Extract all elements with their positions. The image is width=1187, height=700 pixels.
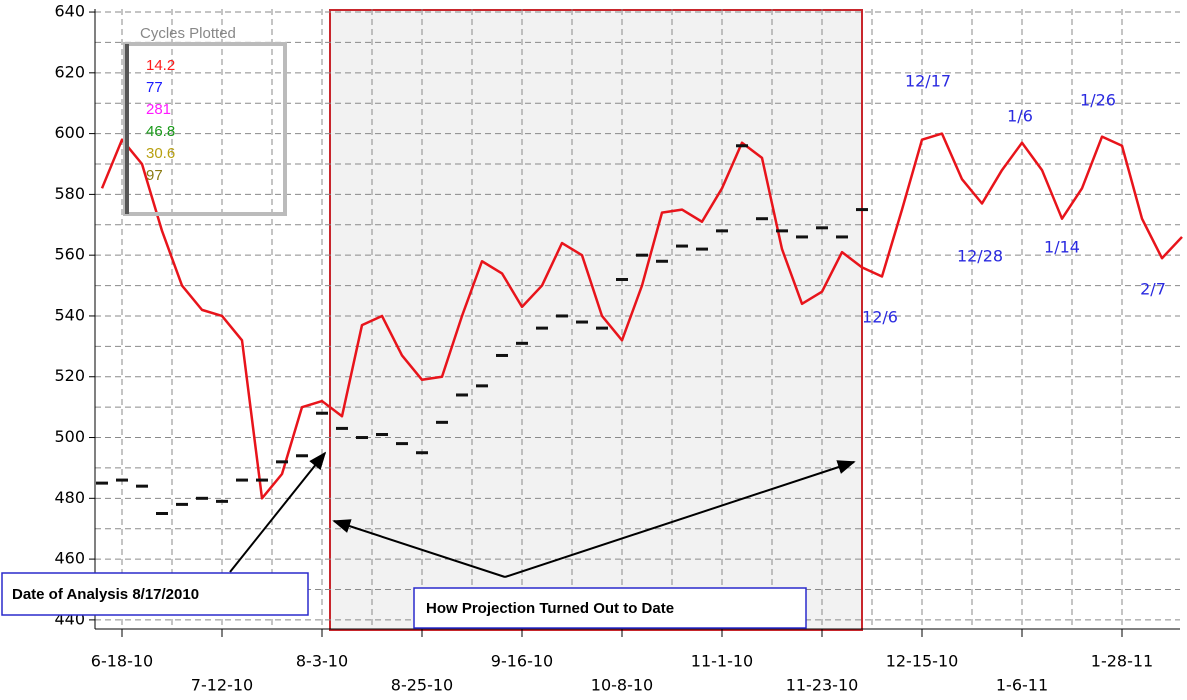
x-tick-label: 8-3-10 — [296, 652, 348, 671]
annotation: 2/7 — [1140, 280, 1166, 299]
legend-entry: 281 — [146, 101, 171, 118]
annotation: 12/6 — [862, 308, 898, 327]
plot: 4404604805005205405605806006206406-18-10… — [54, 2, 1183, 695]
note: How Projection Turned Out to Date — [426, 600, 674, 617]
x-tick-label: 1-6-11 — [996, 676, 1048, 695]
y-tick-label: 500 — [54, 427, 85, 446]
overlay: Date of Analysis 8/17/2010 How Projectio… — [1, 25, 1166, 629]
x-tick-label: 8-25-10 — [391, 676, 453, 695]
cycle-line — [100, 132, 1183, 500]
y-tick-label: 460 — [54, 549, 85, 568]
y-tick-label: 540 — [54, 305, 85, 324]
projection-region — [329, 9, 863, 631]
y-tick-label: 580 — [54, 184, 85, 203]
annotation: 12/28 — [957, 247, 1003, 266]
x-tick-label: 6-18-10 — [91, 652, 153, 671]
legend-entry: 30.6 — [146, 145, 175, 162]
y-tick-label: 600 — [54, 123, 85, 142]
x-tick-label: 9-16-10 — [491, 652, 553, 671]
y-tick-label: 620 — [54, 62, 85, 81]
annotation: 1/26 — [1080, 91, 1116, 110]
x-tick-label: 12-15-10 — [886, 652, 959, 671]
legend-entry: 14.2 — [146, 57, 175, 74]
arrow — [504, 460, 856, 578]
x-tick-label: 11-1-10 — [691, 652, 753, 671]
arrow — [229, 451, 327, 573]
x-tick-label: 10-8-10 — [591, 676, 653, 695]
y-tick-label: 480 — [54, 488, 85, 507]
background — [329, 9, 863, 631]
annotation: 12/17 — [905, 72, 951, 91]
note: Date of Analysis 8/17/2010 — [12, 586, 199, 603]
y-tick-label: 520 — [54, 366, 85, 385]
x-tick-label: 1-28-11 — [1091, 652, 1153, 671]
annotation: 1/14 — [1044, 238, 1080, 257]
note-box — [1, 572, 309, 616]
arrow — [332, 519, 506, 578]
legend-title: Cycles Plotted — [140, 25, 236, 42]
y-tick-label: 640 — [54, 2, 85, 21]
legend-entry: 46.8 — [146, 123, 175, 140]
legend-entry: 77 — [146, 79, 163, 96]
annotation: 1/6 — [1007, 107, 1033, 126]
x-tick-label: 11-23-10 — [786, 676, 859, 695]
x-tick-label: 7-12-10 — [191, 676, 253, 695]
note-box — [413, 587, 807, 629]
legend-entry: 97 — [146, 167, 163, 184]
y-tick-label: 560 — [54, 245, 85, 264]
